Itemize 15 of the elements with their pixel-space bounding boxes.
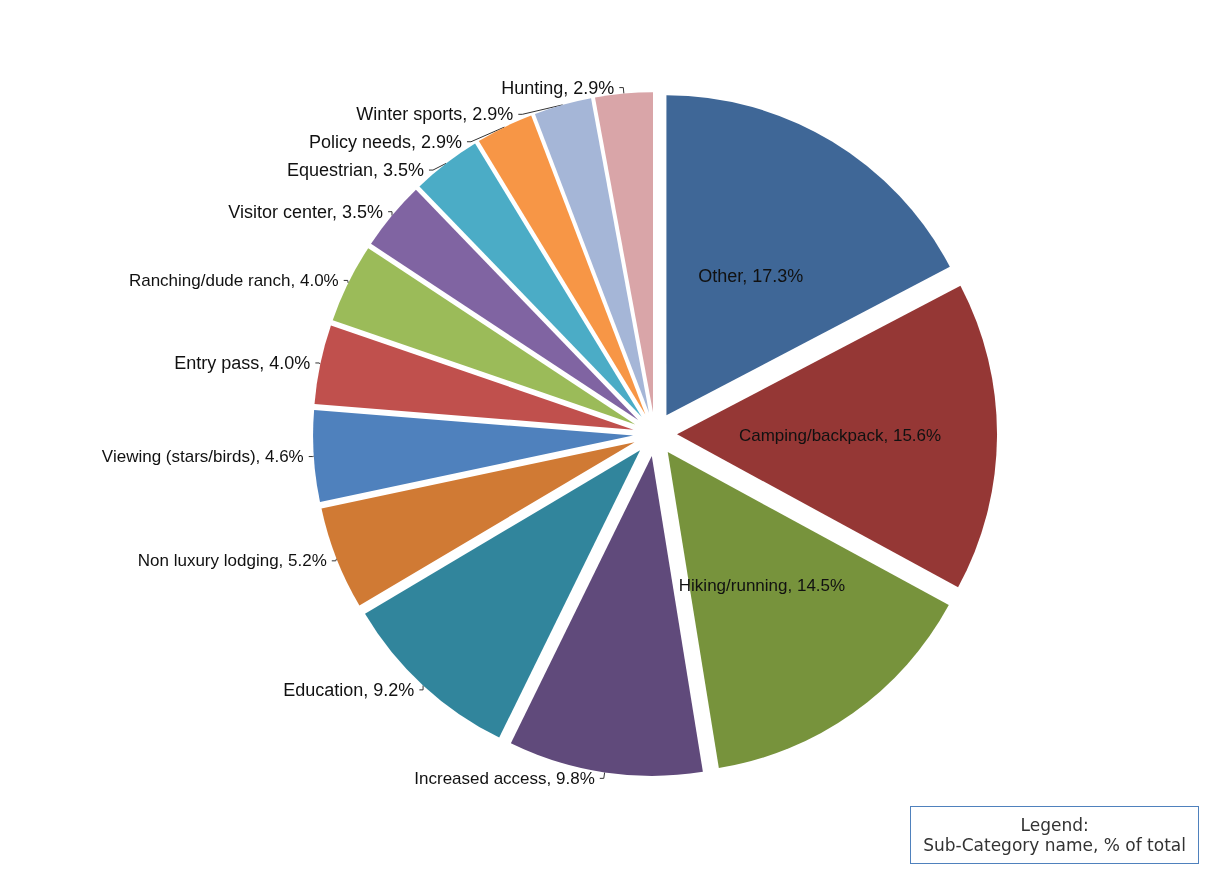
slice-label: Policy needs, 2.9% [308,131,462,152]
text: Sub-Category name, % of total [923,835,1186,855]
slice-label: Increased access, 9.8% [414,768,595,788]
slice-label: Non luxury lodging, 5.2% [137,551,327,571]
slice-label: Hunting, 2.9% [501,77,615,98]
slice-label: Winter sports, 2.9% [356,104,514,125]
slice-label: Other, 17.3% [698,265,804,286]
text: Legend: [1019,815,1090,835]
slice-label: Education, 9.2% [283,679,415,700]
slice-label: Camping/backpack, 15.6% [738,426,942,446]
slice-label: Viewing (stars/birds), 4.6% [101,447,304,467]
slice-label: Ranching/dude ranch, 4.0% [128,270,339,290]
slice-label: Equestrian, 3.5% [286,160,424,181]
slice-label: Entry pass, 4.0% [174,352,311,373]
slice-label: Visitor center, 3.5% [228,201,384,222]
